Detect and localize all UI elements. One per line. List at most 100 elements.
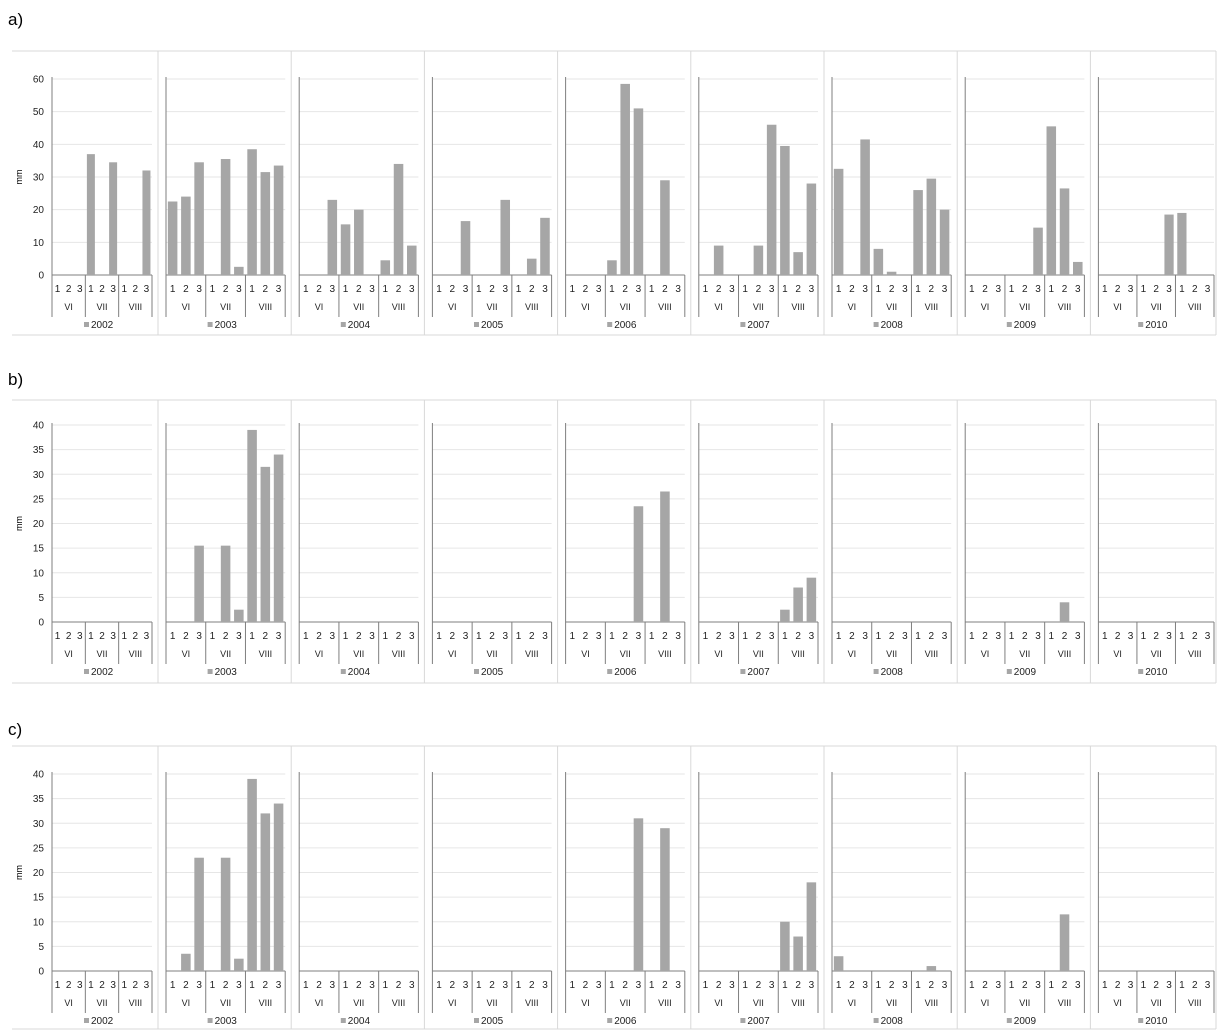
bar-2006-6 bbox=[633, 108, 644, 276]
decade-label: 1 bbox=[609, 980, 615, 991]
legend-swatch bbox=[207, 669, 213, 674]
decade-label: 2 bbox=[1022, 980, 1028, 991]
decade-label: 2 bbox=[529, 980, 535, 991]
decade-label: 1 bbox=[1141, 284, 1147, 295]
decade-label: 2 bbox=[662, 284, 668, 295]
decade-label: 3 bbox=[902, 631, 908, 642]
decade-label: 2 bbox=[889, 284, 895, 295]
decade-label: 3 bbox=[542, 284, 548, 295]
month-label: VIII bbox=[525, 649, 539, 659]
decade-label: 1 bbox=[969, 631, 975, 642]
decade-label: 3 bbox=[369, 980, 375, 991]
decade-label: 1 bbox=[303, 631, 309, 642]
decade-label: 3 bbox=[196, 284, 202, 295]
decade-label: 2 bbox=[133, 980, 139, 991]
decade-label: 2 bbox=[66, 631, 72, 642]
month-label: VII bbox=[96, 998, 107, 1008]
decade-label: 2 bbox=[133, 284, 139, 295]
month-label: VII bbox=[353, 649, 364, 659]
decade-label: 2 bbox=[99, 631, 105, 642]
decade-label: 3 bbox=[1205, 631, 1211, 642]
decade-label: 2 bbox=[889, 631, 895, 642]
month-label: VII bbox=[353, 998, 364, 1008]
decade-label: 2 bbox=[223, 631, 229, 642]
decade-label: 2 bbox=[756, 284, 762, 295]
decade-label: 2 bbox=[929, 284, 935, 295]
decade-label: 1 bbox=[742, 284, 748, 295]
decade-label: 1 bbox=[1049, 980, 1055, 991]
decade-label: 2 bbox=[662, 631, 668, 642]
legend-label: 2006 bbox=[614, 1016, 637, 1027]
decade-label: 1 bbox=[476, 631, 482, 642]
decade-label: 2 bbox=[716, 980, 722, 991]
legend-swatch bbox=[474, 322, 479, 327]
month-label: VIII bbox=[925, 998, 939, 1008]
decade-label: 2 bbox=[489, 980, 495, 991]
decade-label: 3 bbox=[110, 980, 116, 991]
decade-label: 2 bbox=[263, 631, 269, 642]
decade-label: 1 bbox=[121, 631, 127, 642]
decade-label: 1 bbox=[1102, 980, 1108, 991]
decade-label: 1 bbox=[88, 284, 94, 295]
decade-label: 3 bbox=[1075, 980, 1081, 991]
decade-label: 3 bbox=[729, 980, 735, 991]
decade-label: 2 bbox=[223, 980, 229, 991]
decade-label: 1 bbox=[742, 980, 748, 991]
month-label: VII bbox=[486, 302, 497, 312]
decade-label: 3 bbox=[110, 631, 116, 642]
decade-label: 1 bbox=[121, 980, 127, 991]
decade-label: 3 bbox=[636, 631, 642, 642]
panel-label-a: a) bbox=[8, 10, 24, 29]
month-label: VIII bbox=[392, 649, 406, 659]
decade-label: 1 bbox=[649, 980, 655, 991]
month-label: VIII bbox=[1188, 302, 1202, 312]
decade-label: 3 bbox=[502, 284, 508, 295]
decade-label: 2 bbox=[449, 631, 455, 642]
decade-label: 3 bbox=[862, 631, 868, 642]
decade-label: 1 bbox=[569, 284, 575, 295]
legend-swatch bbox=[607, 1018, 613, 1023]
month-label: VIII bbox=[925, 302, 939, 312]
bar-2003-3 bbox=[194, 545, 204, 622]
decade-label: 1 bbox=[1141, 631, 1147, 642]
decade-label: 2 bbox=[263, 284, 269, 295]
decade-label: 2 bbox=[583, 631, 589, 642]
decade-label: 2 bbox=[396, 631, 402, 642]
decade-label: 2 bbox=[316, 284, 322, 295]
bar-2009-6 bbox=[1033, 227, 1043, 275]
decade-label: 3 bbox=[942, 980, 948, 991]
decade-label: 2 bbox=[849, 980, 855, 991]
bar-2005-6 bbox=[500, 199, 511, 275]
month-label: VII bbox=[1019, 998, 1030, 1008]
legend-swatch bbox=[1138, 322, 1144, 327]
bar-2008-8 bbox=[926, 966, 937, 971]
legend-swatch bbox=[340, 1018, 346, 1023]
month-label: VII bbox=[486, 649, 497, 659]
decade-label: 1 bbox=[516, 284, 522, 295]
month-label: VI bbox=[714, 302, 723, 312]
legend-swatch bbox=[1006, 322, 1012, 327]
y-tick-label: 30 bbox=[33, 819, 45, 830]
decade-label: 1 bbox=[782, 980, 788, 991]
decade-label: 3 bbox=[1128, 631, 1134, 642]
decade-label: 1 bbox=[249, 980, 255, 991]
month-label: VII bbox=[1151, 998, 1162, 1008]
decade-label: 1 bbox=[436, 631, 442, 642]
decade-label: 1 bbox=[742, 631, 748, 642]
decade-label: 3 bbox=[1035, 631, 1041, 642]
bar-2002-6 bbox=[109, 162, 118, 275]
decade-label: 3 bbox=[463, 980, 469, 991]
decade-label: 1 bbox=[703, 631, 709, 642]
month-label: VI bbox=[448, 998, 457, 1008]
decade-label: 2 bbox=[396, 980, 402, 991]
month-label: VIII bbox=[392, 302, 406, 312]
month-label: VII bbox=[220, 998, 231, 1008]
decade-label: 3 bbox=[1035, 284, 1041, 295]
decade-label: 1 bbox=[1179, 631, 1185, 642]
month-label: VIII bbox=[129, 302, 143, 312]
